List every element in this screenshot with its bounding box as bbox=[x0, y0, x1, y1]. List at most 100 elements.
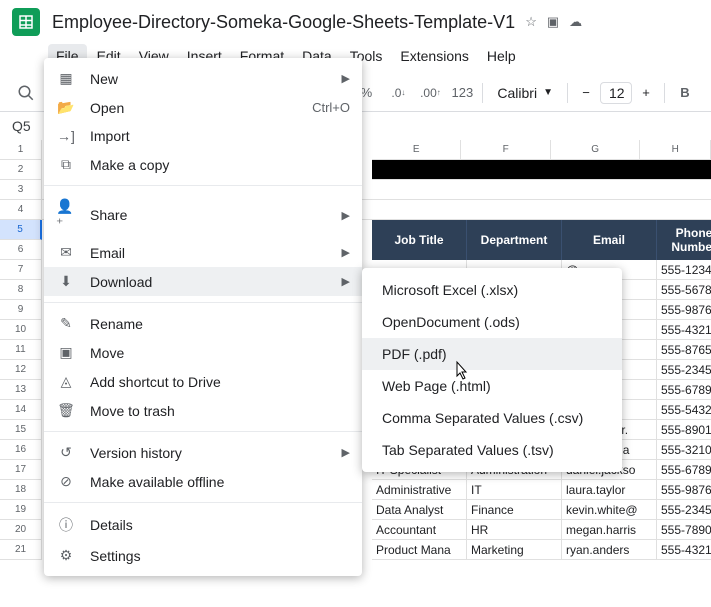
table-cell[interactable]: 555-6789 bbox=[657, 380, 711, 400]
row-header[interactable]: 9 bbox=[0, 300, 42, 320]
menu-version-history[interactable]: ↺Version history▶ bbox=[44, 438, 362, 467]
row-header[interactable]: 17 bbox=[0, 460, 42, 480]
table-cell[interactable]: 555-5432 bbox=[657, 400, 711, 420]
download-icon: ⬇ bbox=[56, 273, 76, 290]
star-icon[interactable]: ☆ bbox=[525, 14, 537, 30]
table-row[interactable]: Product ManaMarketingryan.anders555-4321 bbox=[372, 540, 711, 560]
font-size-input[interactable]: 12 bbox=[600, 82, 632, 104]
row-header[interactable]: 7 bbox=[0, 260, 42, 280]
row-header[interactable]: 21 bbox=[0, 540, 42, 560]
menu-import[interactable]: →]Import bbox=[44, 122, 362, 150]
menu-details[interactable]: ⓘDetails bbox=[44, 509, 362, 541]
col-header-g[interactable]: G bbox=[551, 140, 640, 160]
download-ods[interactable]: OpenDocument (.ods) bbox=[362, 306, 622, 338]
search-icon[interactable] bbox=[12, 79, 40, 107]
increase-decimal[interactable]: .00↑ bbox=[416, 79, 444, 107]
font-family-select[interactable]: Calibri ▼ bbox=[489, 81, 561, 105]
menu-email[interactable]: ✉Email▶ bbox=[44, 238, 362, 267]
table-cell[interactable]: 555-4321 bbox=[657, 540, 711, 560]
table-cell[interactable]: megan.harris bbox=[562, 520, 657, 540]
row-header[interactable]: 3 bbox=[0, 180, 42, 200]
download-tsv[interactable]: Tab Separated Values (.tsv) bbox=[362, 434, 622, 466]
row-header[interactable]: 19 bbox=[0, 500, 42, 520]
table-cell[interactable]: 555-8765 bbox=[657, 340, 711, 360]
menu-trash[interactable]: 🗑Move to trash bbox=[44, 396, 362, 425]
row-header[interactable]: 5 bbox=[0, 220, 42, 240]
table-cell[interactable]: 555-1234 bbox=[657, 260, 711, 280]
download-csv[interactable]: Comma Separated Values (.csv) bbox=[362, 402, 622, 434]
file-menu-dropdown: ▦New▶ 📂OpenCtrl+O →]Import ⧉Make a copy … bbox=[44, 58, 362, 576]
table-cell[interactable]: Marketing bbox=[467, 540, 562, 560]
menu-add-shortcut[interactable]: ◬Add shortcut to Drive bbox=[44, 367, 362, 396]
download-pdf[interactable]: PDF (.pdf) bbox=[362, 338, 622, 370]
menu-help[interactable]: Help bbox=[479, 44, 524, 68]
table-cell[interactable]: Finance bbox=[467, 500, 562, 520]
table-cell[interactable]: 555-4321 bbox=[657, 320, 711, 340]
sheets-logo[interactable] bbox=[12, 8, 40, 36]
decrease-decimal[interactable]: .0↓ bbox=[384, 79, 412, 107]
table-row[interactable]: AccountantHRmegan.harris555-7890 bbox=[372, 520, 711, 540]
row-header[interactable]: 6 bbox=[0, 240, 42, 260]
col-header-f[interactable]: F bbox=[461, 140, 550, 160]
row-header[interactable]: 14 bbox=[0, 400, 42, 420]
menu-rename[interactable]: ✎Rename bbox=[44, 309, 362, 338]
table-row[interactable]: AdministrativeITlaura.taylor555-9876 bbox=[372, 480, 711, 500]
row-header[interactable]: 11 bbox=[0, 340, 42, 360]
gear-icon: ⚙ bbox=[56, 547, 76, 564]
menu-download[interactable]: ⬇Download▶ bbox=[44, 267, 362, 296]
row-header[interactable]: 2 bbox=[0, 160, 42, 180]
document-title[interactable]: Employee-Directory-Someka-Google-Sheets-… bbox=[52, 12, 515, 33]
table-cell[interactable]: IT bbox=[467, 480, 562, 500]
row-header[interactable]: 12 bbox=[0, 360, 42, 380]
row-header[interactable]: 13 bbox=[0, 380, 42, 400]
download-html[interactable]: Web Page (.html) bbox=[362, 370, 622, 402]
table-cell[interactable]: 555-2345 bbox=[657, 500, 711, 520]
table-cell[interactable]: Data Analyst bbox=[372, 500, 467, 520]
bold-button[interactable]: B bbox=[671, 79, 699, 107]
number-format[interactable]: 123 bbox=[448, 79, 476, 107]
row-header[interactable]: 8 bbox=[0, 280, 42, 300]
increase-font-size[interactable]: + bbox=[634, 81, 658, 105]
table-cell[interactable]: ryan.anders bbox=[562, 540, 657, 560]
table-cell[interactable]: 555-9876 bbox=[657, 300, 711, 320]
col-header-h[interactable]: H bbox=[640, 140, 711, 160]
decrease-font-size[interactable]: − bbox=[574, 81, 598, 105]
row-header[interactable]: 4 bbox=[0, 200, 42, 220]
table-cell[interactable]: 555-7890 bbox=[657, 520, 711, 540]
row-header[interactable]: 20 bbox=[0, 520, 42, 540]
table-cell[interactable]: 555-6789 bbox=[657, 460, 711, 480]
menu-new[interactable]: ▦New▶ bbox=[44, 64, 362, 93]
col-header-e[interactable]: E bbox=[372, 140, 461, 160]
menu-settings[interactable]: ⚙Settings bbox=[44, 541, 362, 570]
move-folder-icon[interactable]: ▣ bbox=[547, 14, 559, 30]
row-header[interactable]: 1 bbox=[0, 140, 42, 160]
table-cell[interactable]: HR bbox=[467, 520, 562, 540]
table-cell[interactable]: Administrative bbox=[372, 480, 467, 500]
table-cell[interactable]: 555-9876 bbox=[657, 480, 711, 500]
table-cell[interactable]: Product Mana bbox=[372, 540, 467, 560]
row-header[interactable]: 16 bbox=[0, 440, 42, 460]
copy-icon: ⧉ bbox=[56, 156, 76, 173]
menu-offline[interactable]: ⊘Make available offline bbox=[44, 467, 362, 496]
table-cell[interactable]: 555-3210 bbox=[657, 440, 711, 460]
row-header[interactable]: 18 bbox=[0, 480, 42, 500]
chevron-right-icon: ▶ bbox=[342, 209, 350, 222]
menu-make-copy[interactable]: ⧉Make a copy bbox=[44, 150, 362, 179]
table-cell[interactable]: Accountant bbox=[372, 520, 467, 540]
row-header[interactable]: 15 bbox=[0, 420, 42, 440]
chevron-down-icon: ▼ bbox=[543, 87, 553, 98]
menu-open[interactable]: 📂OpenCtrl+O bbox=[44, 93, 362, 122]
row-header[interactable]: 10 bbox=[0, 320, 42, 340]
download-xlsx[interactable]: Microsoft Excel (.xlsx) bbox=[362, 274, 622, 306]
table-cell[interactable]: 555-8901 bbox=[657, 420, 711, 440]
cloud-icon[interactable]: ☁ bbox=[569, 14, 582, 30]
table-cell[interactable]: kevin.white@ bbox=[562, 500, 657, 520]
table-cell[interactable]: 555-5678 bbox=[657, 280, 711, 300]
menu-extensions[interactable]: Extensions bbox=[392, 44, 476, 68]
menu-share[interactable]: 👤⁺Share▶ bbox=[44, 192, 362, 238]
table-cell[interactable]: 555-2345 bbox=[657, 360, 711, 380]
menu-move[interactable]: ▣Move bbox=[44, 338, 362, 367]
table-cell[interactable]: laura.taylor bbox=[562, 480, 657, 500]
table-row[interactable]: Data AnalystFinancekevin.white@555-2345 bbox=[372, 500, 711, 520]
import-icon: →] bbox=[56, 128, 76, 144]
